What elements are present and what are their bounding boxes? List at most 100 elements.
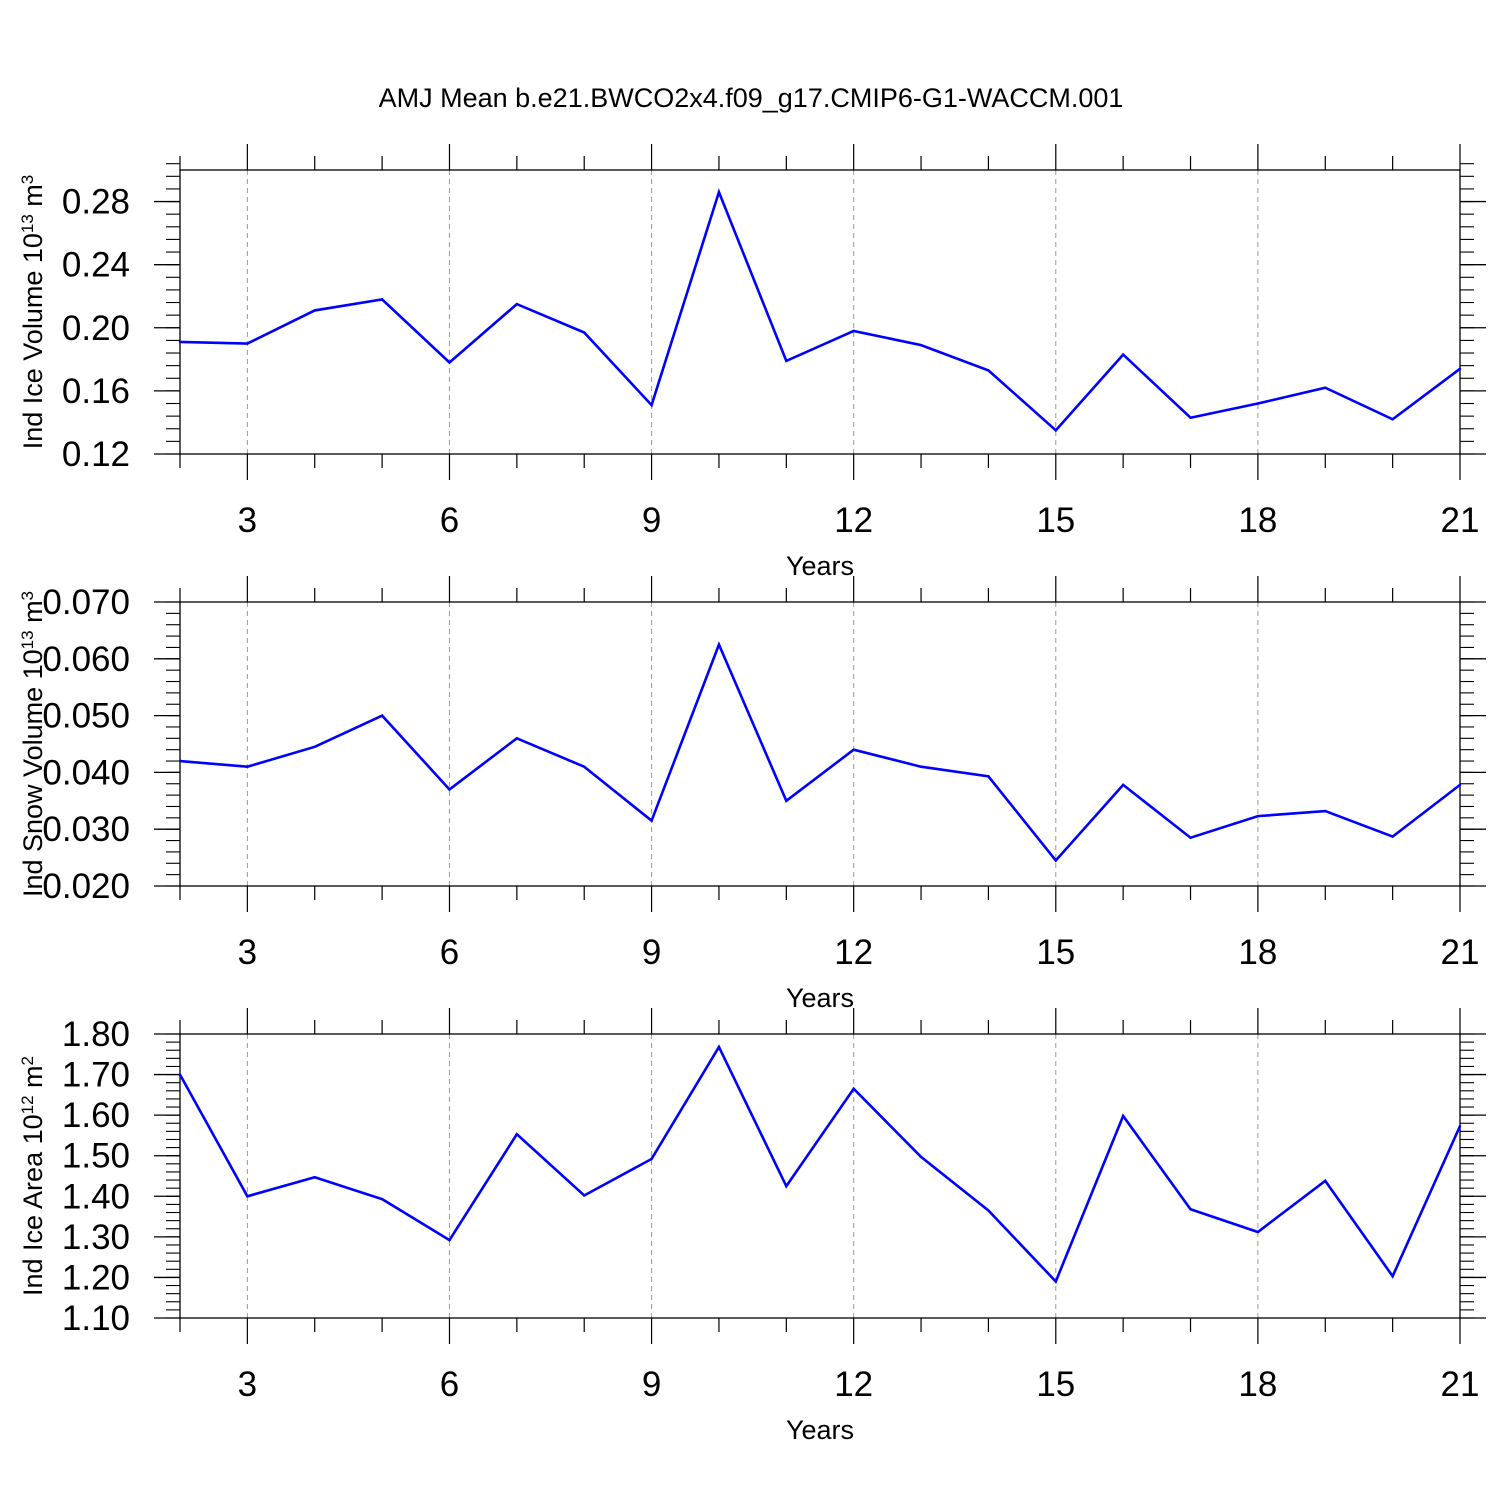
y-tick-label: 0.28: [62, 183, 130, 222]
data-point: [717, 1045, 721, 1049]
x-tick-label: 3: [238, 501, 257, 540]
x-tick-label: 12: [834, 501, 873, 540]
data-point: [1391, 418, 1394, 421]
data-point: [1054, 1280, 1057, 1283]
data-point: [1458, 367, 1462, 370]
plot-frame: [179, 169, 1461, 455]
data-point: [852, 1087, 855, 1090]
y-tick-label: 0.16: [62, 372, 130, 411]
data-point: [987, 1209, 990, 1212]
data-point: [717, 643, 721, 646]
x-axis-label: Years: [786, 983, 854, 1013]
data-point: [313, 1176, 316, 1179]
data-point: [178, 340, 182, 344]
x-tick-label: 6: [440, 1365, 459, 1404]
x-tick-label: 15: [1036, 1365, 1075, 1404]
data-point: [1054, 859, 1057, 862]
x-tick-label: 18: [1238, 501, 1277, 540]
data-point: [1054, 429, 1057, 432]
panel-1: 3 6 9 12 15 18 21 Years 0.12 0.16 0.20 0.24 0.28 Ind …: [18, 144, 1486, 581]
x-tick-label: 18: [1238, 933, 1277, 972]
panel-2: 3 6 9 12 15 18 21 Years 0.020 0.030 0.040 0.050 0.06…: [18, 576, 1486, 1013]
data-point: [1189, 1208, 1192, 1211]
x-tick-label: 12: [834, 1365, 873, 1404]
x-tick-label: 21: [1441, 501, 1480, 540]
data-point: [1324, 386, 1327, 389]
y-tick-label: 0.24: [62, 246, 130, 285]
y-tick-label: 1.20: [62, 1258, 130, 1297]
series-line: [179, 188, 1461, 433]
data-point: [515, 302, 519, 306]
x-tick-label: 18: [1238, 1365, 1277, 1404]
x-tick-label: 15: [1036, 933, 1075, 972]
data-point: [919, 765, 923, 768]
y-tick-label: 0.040: [42, 753, 130, 792]
x-axis-label: Years: [786, 1415, 854, 1445]
y-axis-label: Ind Ice Volume 1013 m3: [18, 175, 49, 450]
data-point: [448, 788, 451, 791]
data-point: [313, 309, 316, 312]
x-tick-label: 6: [440, 501, 459, 540]
data-point: [785, 1184, 788, 1188]
figure-title: AMJ Mean b.e21.BWCO2x4.f09_g17.CMIP6-G1-…: [379, 83, 1124, 113]
y-tick-label: 0.12: [62, 435, 130, 474]
y-tick-label: 0.070: [42, 583, 130, 622]
y-tick-label: 1.30: [62, 1218, 130, 1257]
data-point: [1256, 1230, 1260, 1234]
data-point: [1189, 416, 1192, 419]
y-tick-label: 0.060: [42, 640, 130, 679]
y-tick-label: 1.50: [62, 1137, 130, 1176]
data-point: [919, 1155, 923, 1159]
data-point: [178, 1073, 182, 1076]
x-tick-label: 21: [1441, 933, 1480, 972]
data-point: [246, 342, 249, 345]
data-point: [1121, 783, 1125, 787]
data-point: [785, 359, 788, 363]
data-point: [1458, 783, 1462, 787]
data-point: [852, 329, 855, 333]
data-point: [1324, 1179, 1327, 1183]
data-point: [852, 748, 855, 751]
data-point: [1391, 835, 1394, 838]
panel-3: 3 6 9 12 15 18 21 Years 1.101.201.301.401.501.60…: [18, 1008, 1486, 1445]
data-point: [1256, 402, 1260, 405]
data-point: [380, 298, 384, 301]
data-point: [246, 765, 249, 768]
x-tick-label: 6: [440, 933, 459, 972]
data-point: [919, 343, 923, 347]
x-tick-label: 9: [642, 933, 661, 972]
data-point: [1324, 809, 1327, 813]
panels: 3 6 9 12 15 18 21 Years 0.12 0.16 0.20 0.24 0.28 Ind …: [18, 144, 1486, 1445]
data-point: [246, 1195, 249, 1198]
data-point: [515, 737, 519, 740]
plot-frame: [179, 601, 1461, 887]
y-tick-label: 1.40: [62, 1177, 130, 1216]
x-tick-label: 12: [834, 933, 873, 972]
data-point: [717, 190, 721, 194]
data-point: [380, 1197, 384, 1201]
data-point: [515, 1133, 519, 1136]
data-point: [380, 714, 384, 717]
data-point: [1189, 836, 1192, 839]
x-axis-label: Years: [786, 551, 854, 581]
y-tick-label: 1.60: [62, 1096, 130, 1135]
x-tick-label: 15: [1036, 501, 1075, 540]
data-point: [313, 745, 316, 749]
data-point: [1458, 1124, 1462, 1128]
y-tick-label: 0.020: [42, 867, 130, 906]
data-point: [583, 765, 586, 768]
x-tick-label: 9: [642, 501, 661, 540]
plot-frame: [179, 1033, 1461, 1319]
y-axis-label: Ind Ice Area 1012 m2: [18, 1056, 49, 1296]
y-tick-label: 0.030: [42, 810, 130, 849]
data-point: [583, 331, 586, 334]
x-tick-label: 3: [238, 933, 257, 972]
data-point: [1121, 1114, 1125, 1118]
x-tick-label: 9: [642, 1365, 661, 1404]
data-point: [178, 759, 182, 763]
data-point: [987, 775, 990, 778]
data-point: [1256, 814, 1260, 818]
y-tick-label: 1.70: [62, 1056, 130, 1095]
data-point: [785, 799, 788, 802]
